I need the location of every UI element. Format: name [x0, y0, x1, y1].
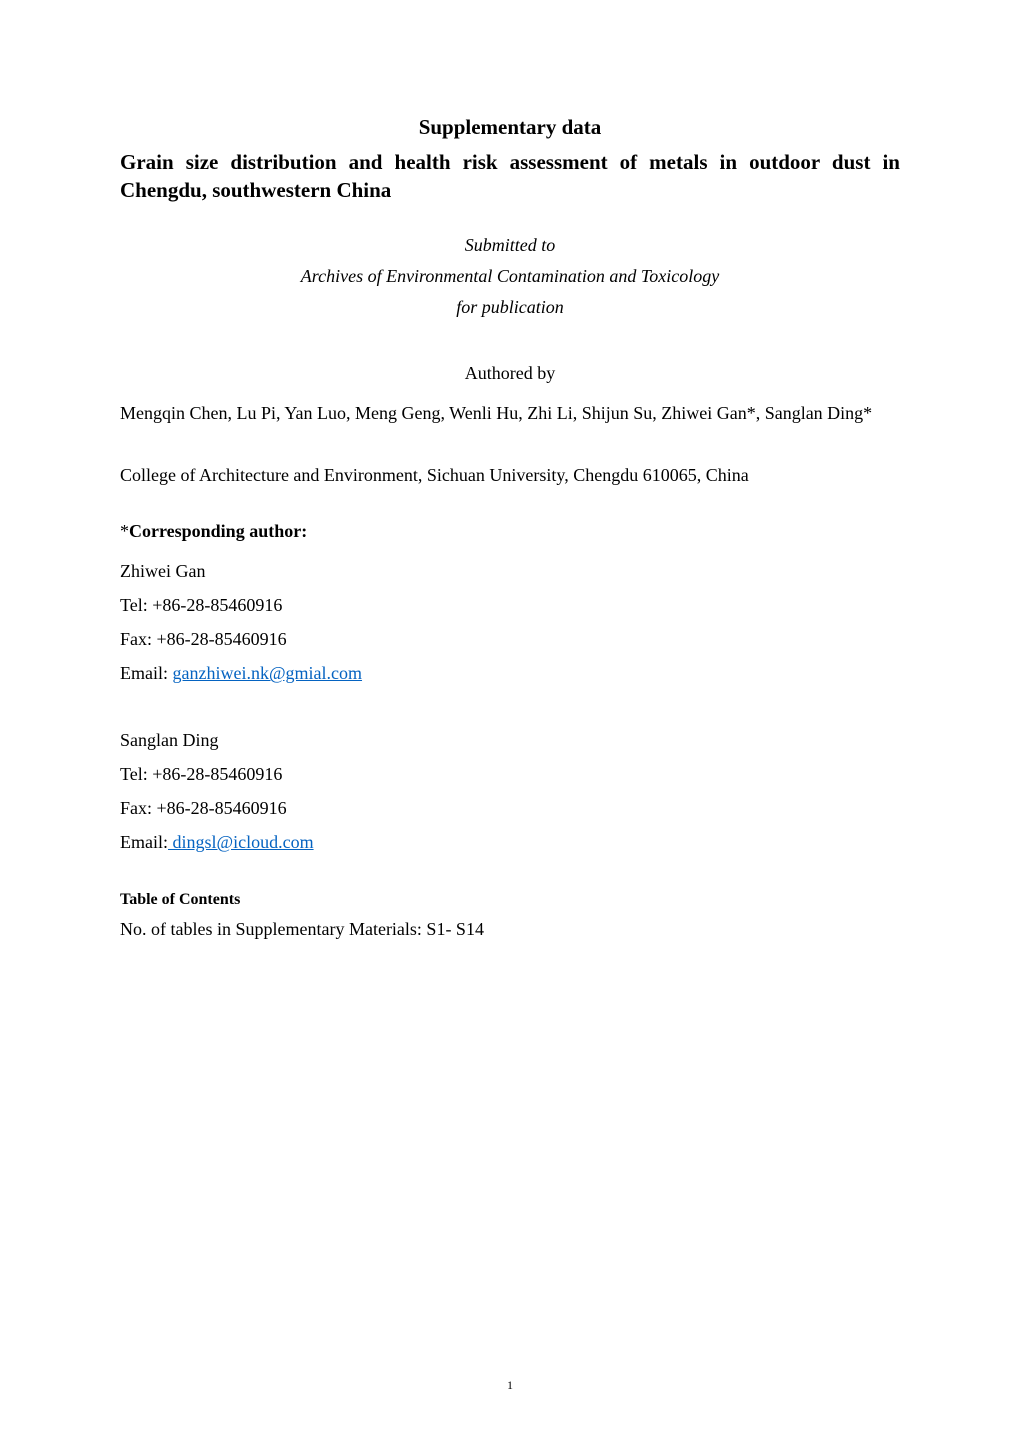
corresponding-author-name: Sanglan Ding [120, 723, 900, 757]
email-link[interactable]: dingsl@icloud.com [168, 832, 314, 852]
corresponding-author-tel: Tel: +86-28-85460916 [120, 588, 900, 622]
fax-label: Fax: [120, 798, 157, 818]
toc-heading: Table of Contents [120, 891, 900, 909]
toc-line: No. of tables in Supplementary Materials… [120, 919, 900, 940]
authored-by-label: Authored by [120, 363, 900, 384]
tel-value: +86-28-85460916 [152, 595, 282, 615]
email-label: Email: [120, 663, 173, 683]
page-number: 1 [507, 1378, 513, 1393]
for-publication-label: for publication [120, 297, 900, 318]
corresponding-author-email: Email: ganzhiwei.nk@gmial.com [120, 656, 900, 690]
corresponding-author-block-1: Zhiwei Gan Tel: +86-28-85460916 Fax: +86… [120, 554, 900, 691]
corresponding-author-tel: Tel: +86-28-85460916 [120, 757, 900, 791]
paper-title: Grain size distribution and health risk … [120, 148, 900, 205]
email-label: Email: [120, 832, 168, 852]
tel-label: Tel: [120, 764, 152, 784]
supplementary-heading: Supplementary data [120, 115, 900, 140]
corresponding-author-name: Zhiwei Gan [120, 554, 900, 588]
tel-label: Tel: [120, 595, 152, 615]
corresponding-author-label: *Corresponding author: [120, 521, 900, 542]
corresponding-author-fax: Fax: +86-28-85460916 [120, 622, 900, 656]
journal-name: Archives of Environmental Contamination … [120, 266, 900, 287]
corresponding-asterisk: * [120, 521, 129, 541]
affiliation: College of Architecture and Environment,… [120, 465, 900, 486]
corresponding-author-email: Email: dingsl@icloud.com [120, 825, 900, 859]
corresponding-author-block-2: Sanglan Ding Tel: +86-28-85460916 Fax: +… [120, 723, 900, 860]
submitted-to-label: Submitted to [120, 235, 900, 256]
corresponding-label-text: Corresponding author: [129, 521, 307, 541]
fax-value: +86-28-85460916 [157, 629, 287, 649]
fax-value: +86-28-85460916 [157, 798, 287, 818]
fax-label: Fax: [120, 629, 157, 649]
authors-list: Mengqin Chen, Lu Pi, Yan Luo, Meng Geng,… [120, 396, 900, 430]
email-link[interactable]: ganzhiwei.nk@gmial.com [173, 663, 363, 683]
corresponding-author-fax: Fax: +86-28-85460916 [120, 791, 900, 825]
tel-value: +86-28-85460916 [152, 764, 282, 784]
